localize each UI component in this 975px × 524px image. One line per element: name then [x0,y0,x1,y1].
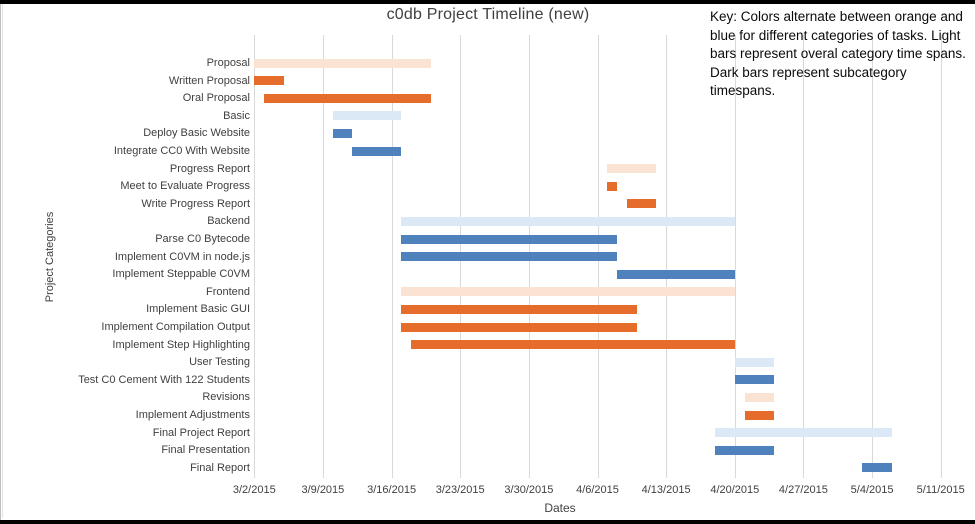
category-label: Deploy Basic Website [143,127,250,140]
screen-edge-left [0,4,1,520]
gantt-bar-dark-blue [715,445,774,455]
category-label: Basic [223,109,250,122]
gantt-bar-light-blue [715,428,892,438]
category-label: Parse C0 Bytecode [155,233,250,245]
x-tick-label: 3/9/2015 [301,484,345,496]
category-label: Oral Proposal [182,92,250,105]
gantt-bar-light-orange [607,164,657,174]
x-tick-label: 5/4/2015 [850,484,894,496]
gantt-bar-dark-blue [332,128,353,138]
gantt-bar-dark-blue [734,375,774,385]
x-tick-label: 5/11/2015 [916,484,965,496]
x-axis-title: Dates [544,501,576,515]
gantt-bar-dark-orange [254,76,284,86]
category-label: Implement Step Highlighting [112,338,250,351]
category-label: Written Proposal [168,74,250,87]
category-label: Proposal [206,57,250,69]
x-tick-label: 4/6/2015 [576,484,619,496]
gantt-bar-dark-orange [607,181,618,191]
x-tick-label: 4/27/2015 [778,484,828,496]
category-label: Implement Basic GUI [146,303,250,316]
category-label: Backend [207,215,250,228]
category-label: Implement C0VM in node.js [114,250,250,263]
gantt-bar-light-blue [734,357,774,367]
category-label: Meet to Evaluate Progress [120,180,250,193]
category-label: Integrate CC0 With Website [113,145,250,157]
gantt-bar-dark-orange [264,93,431,103]
gantt-bar-dark-blue [401,252,618,262]
x-tick-label: 3/2/2015 [232,484,276,496]
y-axis-title: Project Categories [44,211,56,303]
gridline [734,35,736,478]
category-label: Final Report [190,461,250,474]
x-tick-label: 3/30/2015 [504,484,554,496]
chart-title: c0db Project Timeline (new) [386,6,590,23]
gridline [803,35,805,478]
gantt-bar-dark-blue [401,234,618,244]
gantt-bar-light-orange [401,287,735,297]
category-label: Frontend [205,285,250,298]
gantt-bar-dark-orange [626,199,657,209]
gantt-bar-light-orange [744,392,774,402]
gantt-bar-dark-orange [401,322,637,332]
gridline [391,35,393,478]
category-label: User Testing [189,356,250,369]
category-label: Progress Report [169,162,250,175]
category-label: Implement Adjustments [135,409,250,421]
gantt-bar-light-blue [332,111,402,121]
gridline [666,35,668,478]
gantt-bar-dark-blue [617,269,735,279]
chart-border-left [2,4,3,518]
category-label: Test C0 Cement With 122 Students [78,373,250,386]
gantt-bar-light-orange [254,58,431,68]
gantt-bar-dark-orange [744,410,774,420]
screen-edge-bottom [0,520,975,524]
category-label: Revisions [202,391,250,404]
gantt-bar-dark-orange [401,304,637,314]
gantt-bar-dark-blue [352,146,402,156]
category-label: Final Project Report [152,426,250,439]
category-label: Implement Compilation Output [101,321,250,333]
category-label: Write Progress Report [141,197,250,210]
gridline [872,35,874,478]
chart-key-text: Key: Colors alternate between orange and… [710,9,966,99]
gridline [940,35,942,478]
gantt-bar-dark-blue [862,463,892,473]
gridline [322,35,324,478]
gantt-bar-light-blue [401,216,735,226]
gantt-bar-dark-orange [411,340,735,350]
x-tick-label: 3/16/2015 [367,484,417,496]
category-label: Final Presentation [161,444,250,457]
x-tick-label: 4/13/2015 [641,484,691,496]
category-label: Implement Steppable C0VM [112,268,250,281]
gridline [254,35,256,478]
screen-edge-top [0,0,975,4]
x-tick-label: 3/23/2015 [435,484,485,496]
x-tick-label: 4/20/2015 [710,484,760,496]
